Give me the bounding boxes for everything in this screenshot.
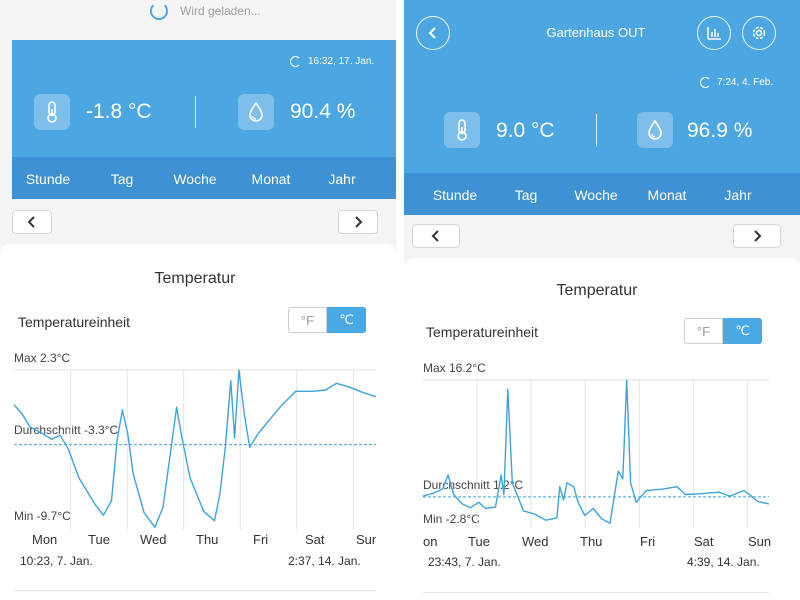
card-title: Temperatur (556, 282, 638, 299)
temperature-card: Temperatur Temperatureinheit °F ℃ Max 2.… (0, 244, 396, 600)
last-updated: 16:32, 17. Jan. (308, 56, 375, 67)
period-tabs: Stunde Tag Woche Monat Jahr (12, 157, 396, 199)
next-period-button[interactable] (338, 210, 378, 234)
unit-toggle: °F ℃ (684, 318, 762, 344)
chevron-left-icon (428, 27, 436, 39)
tab-jahr[interactable]: Jahr (328, 171, 356, 187)
day-label: Sun (356, 532, 376, 547)
unit-toggle: °F ℃ (288, 307, 366, 333)
temperature-value: 9.0 °C (496, 119, 555, 142)
chart-temperature-line (422, 379, 770, 524)
thermometer-icon (444, 112, 480, 148)
loading-bar: Wird geladen... (12, 0, 396, 40)
loading-text: Wird geladen... (180, 4, 261, 18)
card-bottom-divider (14, 590, 376, 591)
unit-label: Temperatureinheit (18, 314, 131, 330)
day-label: Sat (694, 534, 714, 549)
day-label: Thu (196, 532, 219, 547)
day-label: Wed (522, 534, 549, 549)
refresh-icon[interactable] (290, 56, 301, 67)
header-title: Gartenhaus OUT (546, 25, 646, 40)
statistics-button[interactable] (697, 16, 731, 50)
day-label: Sat (305, 532, 325, 547)
last-updated: 7:24, 4. Feb. (717, 77, 774, 88)
left-screen: Wird geladen... 16:32, 17. Jan. -1.8 °C … (0, 0, 396, 600)
next-period-button[interactable] (733, 224, 781, 248)
card-bottom-divider (423, 592, 769, 593)
previous-period-button[interactable] (12, 210, 52, 234)
tab-monat[interactable]: Monat (251, 171, 291, 187)
gear-icon (752, 26, 766, 40)
day-label: Wed (140, 532, 167, 547)
day-label: Sun (748, 534, 772, 549)
humidity-icon (238, 94, 274, 130)
day-label: Fri (253, 532, 269, 547)
day-label: Thu (580, 534, 603, 549)
celsius-button[interactable]: ℃ (723, 318, 762, 344)
temperature-card: Temperatur Temperatureinheit °F ℃ Max 16… (404, 258, 800, 600)
settings-button[interactable] (742, 16, 776, 50)
card-title: Temperatur (154, 270, 236, 287)
average-label: Durchschnitt -3.3°C (14, 423, 119, 437)
chevron-right-icon (754, 230, 762, 242)
humidity-value: 96.9 % (687, 119, 753, 142)
day-label: Tue (88, 532, 110, 547)
value-divider (195, 96, 196, 128)
tab-woche[interactable]: Woche (574, 187, 618, 203)
screenshot-divider (396, 0, 404, 600)
max-label: Max 2.3°C (14, 351, 71, 365)
chevron-right-icon (355, 216, 363, 228)
loading-spinner-icon (150, 2, 168, 20)
tab-stunde[interactable]: Stunde (25, 171, 71, 187)
day-label: Fri (640, 534, 656, 549)
thermometer-icon (34, 94, 70, 130)
fahrenheit-button[interactable]: °F (288, 307, 327, 333)
range-end-time: 4:39, 14. Jan. (687, 555, 760, 569)
humidity-value: 90.4 % (290, 100, 356, 123)
bar-chart-icon (707, 27, 721, 40)
previous-period-button[interactable] (412, 224, 460, 248)
unit-label: Temperatureinheit (426, 324, 539, 340)
fahrenheit-button[interactable]: °F (684, 318, 723, 344)
range-start-time: 23:43, 7. Jan. (428, 555, 501, 569)
right-screen: Gartenhaus OUT 7:24, 4. Feb. 9.0 °C 96.9… (404, 0, 800, 600)
day-label: Tue (468, 534, 490, 549)
tab-tag[interactable]: Tag (110, 171, 134, 187)
tab-monat[interactable]: Monat (647, 187, 687, 203)
sensor-header: Gartenhaus OUT 7:24, 4. Feb. 9.0 °C 96.9… (404, 0, 800, 173)
temperature-chart[interactable] (13, 369, 377, 530)
refresh-icon[interactable] (700, 77, 711, 88)
temperature-value: -1.8 °C (86, 100, 152, 123)
max-label: Max 16.2°C (423, 361, 486, 375)
back-button[interactable] (416, 16, 450, 50)
range-start-time: 10:23, 7. Jan. (20, 554, 93, 568)
sensor-header: 16:32, 17. Jan. -1.8 °C 90.4 % (12, 40, 396, 157)
period-tabs: Stunde Tag Woche Monat Jahr (404, 173, 800, 215)
min-label: Min -9.7°C (14, 509, 71, 523)
celsius-button[interactable]: ℃ (327, 307, 366, 333)
range-end-time: 2:37, 14. Jan. (288, 554, 361, 568)
tab-tag[interactable]: Tag (514, 187, 538, 203)
chart-temperature-line (13, 369, 377, 528)
chevron-left-icon (27, 216, 35, 228)
chevron-left-icon (431, 230, 439, 242)
day-label: Mon (32, 532, 58, 547)
tab-stunde[interactable]: Stunde (432, 187, 478, 203)
temperature-chart[interactable] (422, 379, 770, 528)
tab-woche[interactable]: Woche (173, 171, 217, 187)
humidity-icon (637, 112, 673, 148)
tab-jahr[interactable]: Jahr (724, 187, 752, 203)
min-label: Min -2.8°C (423, 512, 480, 526)
value-divider (596, 114, 597, 146)
day-label: on (423, 534, 438, 549)
